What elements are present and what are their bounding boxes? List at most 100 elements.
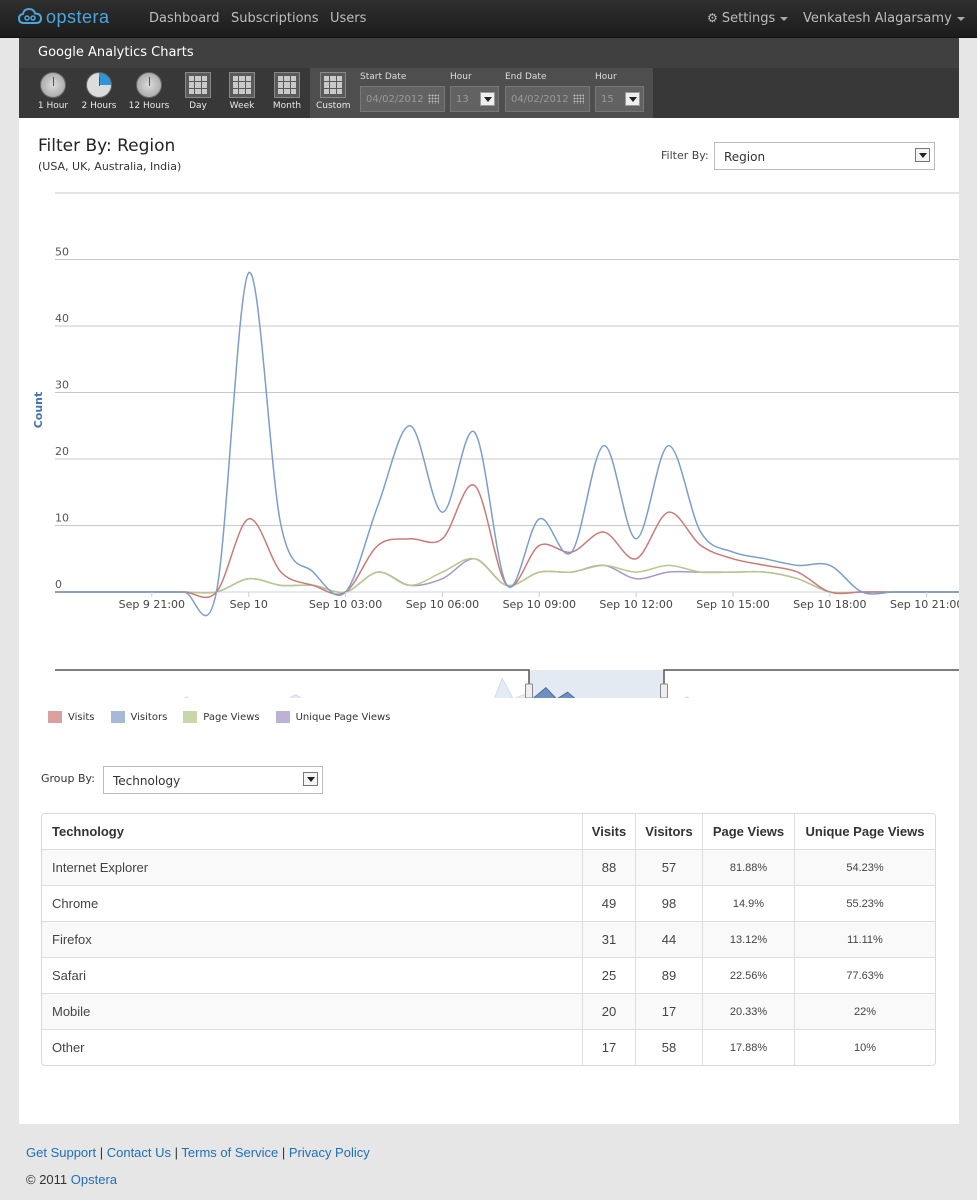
legend-label: Visitors	[130, 711, 168, 723]
table-row[interactable]: Firefox 31 44 13.12% 11.11%	[42, 921, 935, 957]
table-cell: 22%	[794, 993, 935, 1029]
footer-link[interactable]: Terms of Service	[181, 1145, 279, 1160]
start-hour-value: 13	[456, 94, 469, 105]
footer-separator: |	[278, 1145, 289, 1160]
series-line-visits	[54, 484, 959, 599]
logo-text: opstera	[46, 6, 110, 27]
start-date-input[interactable]: 04/02/2012	[360, 86, 445, 112]
table-cell: 49	[582, 885, 635, 921]
legend-item[interactable]: Page Views	[183, 711, 260, 723]
start-date-label: Start Date	[360, 72, 407, 82]
navigator-handle[interactable]	[525, 683, 533, 698]
legend-label: Unique Page Views	[295, 711, 391, 723]
table-cell: Chrome	[42, 885, 582, 921]
grid-icon	[320, 72, 346, 98]
nav-subscriptions[interactable]: Subscriptions	[231, 11, 319, 26]
end-date-label: End Date	[505, 72, 547, 82]
table-row[interactable]: Safari 25 89 22.56% 77.63%	[42, 957, 935, 993]
table-header-row: Technology Visits Visitors Page Views Un…	[42, 814, 935, 849]
x-tick-label: Sep 10	[230, 598, 268, 611]
chevron-down-icon[interactable]	[625, 92, 640, 106]
filter-by-value: Region	[724, 150, 766, 164]
footer-link[interactable]: Privacy Policy	[288, 1145, 370, 1160]
table-cell: 17	[582, 1029, 635, 1065]
table-cell: 20	[582, 993, 635, 1029]
col-header[interactable]: Visits	[582, 814, 635, 849]
time-range-toolbar: 1 Hour 2 Hours 12 Hours Day Week Month	[19, 68, 959, 118]
table-cell: 17.88%	[702, 1029, 794, 1065]
top-navbar: opstera Dashboard Subscriptions Users ⚙ …	[0, 0, 977, 38]
group-by-value: Technology	[113, 774, 181, 788]
footer-link[interactable]: Get Support	[26, 1145, 97, 1160]
group-by-select[interactable]: Technology	[103, 766, 323, 794]
table-cell: 10%	[794, 1029, 935, 1065]
table-cell: 88	[582, 849, 635, 885]
table-cell: 31	[582, 921, 635, 957]
technology-table: Technology Visits Visitors Page Views Un…	[41, 813, 936, 1066]
calendar-icon[interactable]	[573, 94, 584, 104]
title-bar: Google Analytics Charts	[19, 38, 959, 68]
clock-icon	[40, 72, 66, 98]
col-header[interactable]: Unique Page Views	[794, 814, 935, 849]
table-cell: 22.56%	[702, 957, 794, 993]
end-hour-value: 15	[601, 94, 614, 105]
calendar-icon[interactable]	[428, 94, 439, 104]
end-date-input[interactable]: 04/02/2012	[505, 86, 590, 112]
btn-day[interactable]: Day	[181, 71, 215, 111]
table-cell: 13.12%	[702, 921, 794, 957]
navigator-outline	[55, 669, 959, 698]
start-date-value: 04/02/2012	[366, 94, 424, 105]
x-tick-label: Sep 10 03:00	[309, 598, 382, 611]
table-row[interactable]: Chrome 49 98 14.9% 55.23%	[42, 885, 935, 921]
user-menu[interactable]: Venkatesh Alagarsamy	[803, 11, 965, 26]
end-hour-label: Hour	[595, 72, 617, 82]
col-header[interactable]: Technology	[42, 814, 582, 849]
navigator-handle[interactable]	[660, 683, 668, 698]
x-tick-label: Sep 10 06:00	[406, 598, 479, 611]
start-hour-select[interactable]: 13	[450, 86, 499, 112]
legend-item[interactable]: Unique Page Views	[275, 711, 391, 723]
btn-1-hour[interactable]: 1 Hour	[35, 71, 71, 111]
col-header[interactable]: Page Views	[702, 814, 794, 849]
nav-dashboard[interactable]: Dashboard	[149, 11, 220, 26]
legend-item[interactable]: Visits	[48, 711, 95, 723]
btn-custom[interactable]: Custom	[316, 71, 350, 111]
settings-menu[interactable]: ⚙ Settings	[707, 11, 789, 26]
filter-by-select[interactable]: Region	[714, 142, 935, 170]
btn-label: Day	[189, 101, 207, 111]
nav-users[interactable]: Users	[330, 11, 367, 26]
cloud-logo-icon	[18, 7, 42, 24]
end-hour-select[interactable]: 15	[595, 86, 644, 112]
clock-icon	[86, 72, 112, 98]
footer-links: Get Support | Contact Us | Terms of Serv…	[26, 1145, 370, 1160]
table-row[interactable]: Other 17 58 17.88% 10%	[42, 1029, 935, 1065]
btn-2-hours[interactable]: 2 Hours	[79, 71, 119, 111]
btn-label: Month	[272, 101, 302, 111]
y-axis-label: Count	[32, 392, 45, 429]
chevron-down-icon[interactable]	[480, 92, 495, 106]
btn-week[interactable]: Week	[225, 71, 259, 111]
end-date-value: 04/02/2012	[511, 94, 569, 105]
table-row[interactable]: Internet Explorer 88 57 81.88% 54.23%	[42, 849, 935, 885]
opstera-logo[interactable]: opstera	[18, 6, 110, 28]
settings-label: Settings	[721, 11, 776, 26]
btn-12-hours[interactable]: 12 Hours	[127, 71, 171, 111]
chart-legend: Visits Visitors Page Views Unique Page View…	[48, 711, 406, 723]
btn-month[interactable]: Month	[270, 71, 304, 111]
table-cell: 17	[635, 993, 702, 1029]
footer-separator: |	[171, 1145, 182, 1160]
y-tick-label: 10	[55, 512, 69, 525]
caret-down-icon	[956, 16, 965, 21]
analytics-line-chart: 0 10 20 30 40 50 Count Sep 9 21:00 Sep 10 Sep 10 …	[32, 192, 959, 698]
chevron-down-icon[interactable]	[303, 772, 318, 786]
x-tick-label: Sep 10 15:00	[696, 598, 769, 611]
col-header[interactable]: Visitors	[635, 814, 702, 849]
legend-item[interactable]: Visitors	[110, 711, 168, 723]
custom-range-panel: Custom Start Date 04/02/2012 Hour 13 End…	[310, 68, 653, 118]
table-cell: Firefox	[42, 921, 582, 957]
opstera-link[interactable]: Opstera	[70, 1172, 118, 1187]
table-row[interactable]: Mobile 20 17 20.33% 22%	[42, 993, 935, 1029]
footer-link[interactable]: Contact Us	[106, 1145, 172, 1160]
chevron-down-icon[interactable]	[915, 148, 930, 162]
x-tick-label: Sep 10 09:00	[503, 598, 576, 611]
